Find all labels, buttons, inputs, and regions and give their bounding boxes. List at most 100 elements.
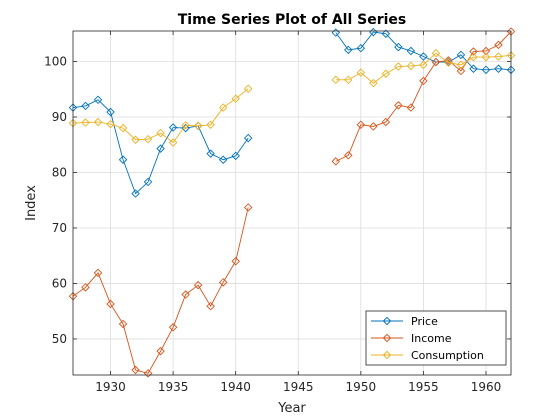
data-point xyxy=(469,64,478,73)
data-point xyxy=(93,95,103,105)
x-tick-label: 1930 xyxy=(95,380,126,394)
data-point xyxy=(494,52,503,61)
data-point xyxy=(331,28,341,37)
data-point xyxy=(168,138,178,147)
data-point xyxy=(156,144,165,153)
data-point xyxy=(456,50,466,60)
data-point xyxy=(243,203,253,212)
data-point xyxy=(81,283,90,292)
x-tick-label: 1950 xyxy=(346,380,377,394)
y-tick-label: 90 xyxy=(52,110,67,124)
x-tick-label: 1945 xyxy=(283,380,314,394)
data-point xyxy=(381,69,391,78)
data-point xyxy=(356,68,366,77)
legend-marker xyxy=(382,333,392,343)
plot-box xyxy=(72,30,512,376)
series-line xyxy=(335,31,512,71)
data-point xyxy=(131,189,140,198)
data-point xyxy=(481,65,491,75)
data-point xyxy=(193,280,203,290)
data-point xyxy=(331,157,341,166)
data-point xyxy=(181,290,190,299)
data-point xyxy=(243,133,253,143)
data-point xyxy=(93,117,103,127)
data-point xyxy=(444,56,453,65)
data-point xyxy=(168,123,178,132)
data-point xyxy=(106,299,115,309)
legend: Price Income Consumption xyxy=(365,310,507,366)
data-point xyxy=(406,61,416,71)
data-point xyxy=(344,151,353,160)
legend-label: Consumption xyxy=(411,349,484,362)
data-point xyxy=(243,84,253,93)
data-point xyxy=(394,62,403,71)
legend-label: Price xyxy=(411,315,438,328)
data-point xyxy=(181,121,190,130)
x-axis-label: Year xyxy=(277,401,306,416)
data-point xyxy=(106,119,115,129)
data-point xyxy=(419,76,428,86)
data-point xyxy=(369,122,378,131)
data-point xyxy=(381,117,391,127)
x-tick-label: 1960 xyxy=(471,380,502,394)
data-point xyxy=(419,60,428,70)
data-point xyxy=(93,268,103,278)
series-layer xyxy=(68,27,516,378)
data-point xyxy=(206,301,215,311)
series-consumption xyxy=(68,48,516,147)
x-tick-label: 1940 xyxy=(220,380,251,394)
data-point xyxy=(494,40,503,50)
data-point xyxy=(193,121,203,131)
data-point xyxy=(394,42,403,52)
data-point xyxy=(469,47,478,56)
data-point xyxy=(143,177,153,187)
data-point xyxy=(156,346,165,356)
data-point xyxy=(206,120,215,130)
data-point xyxy=(469,52,478,62)
series-line xyxy=(72,88,249,144)
data-point xyxy=(406,103,416,112)
legend-marker xyxy=(382,350,392,360)
data-point xyxy=(444,58,453,67)
data-point xyxy=(156,128,165,138)
y-tick-label: 70 xyxy=(52,221,67,235)
y-axis-label: Index xyxy=(24,185,39,221)
data-point xyxy=(143,369,153,378)
series-price xyxy=(68,27,516,198)
data-point xyxy=(494,64,503,73)
y-tick-label: 60 xyxy=(52,276,67,290)
data-point xyxy=(394,101,403,110)
data-point xyxy=(106,107,115,117)
x-tick-label: 1935 xyxy=(158,380,189,394)
data-point xyxy=(168,323,178,332)
data-point xyxy=(456,60,466,70)
data-point xyxy=(206,149,215,158)
data-point xyxy=(356,43,366,53)
axis-ticks: 1930 1935 1940 1945 1950 1955 1960 50 60 70 80 90 10… xyxy=(44,31,511,394)
legend-label: Income xyxy=(411,332,452,345)
data-point xyxy=(344,75,353,85)
data-point xyxy=(231,257,240,266)
data-point xyxy=(481,52,491,62)
data-point xyxy=(118,123,128,133)
y-tick-label: 50 xyxy=(52,332,67,346)
data-point xyxy=(218,103,228,112)
series-line xyxy=(72,99,249,195)
data-point xyxy=(356,120,366,130)
series-line xyxy=(335,31,512,162)
data-point xyxy=(81,118,90,127)
data-point xyxy=(481,46,491,56)
data-point xyxy=(131,365,140,375)
data-point xyxy=(419,52,428,61)
data-point xyxy=(218,155,228,164)
series-line xyxy=(72,207,249,374)
data-point xyxy=(143,134,153,144)
data-point xyxy=(381,29,391,39)
y-tick-label: 100 xyxy=(44,55,67,69)
data-point xyxy=(118,155,128,164)
data-point xyxy=(231,151,240,161)
y-tick-label: 80 xyxy=(52,165,67,179)
legend-marker xyxy=(382,316,392,326)
data-point xyxy=(369,78,378,88)
